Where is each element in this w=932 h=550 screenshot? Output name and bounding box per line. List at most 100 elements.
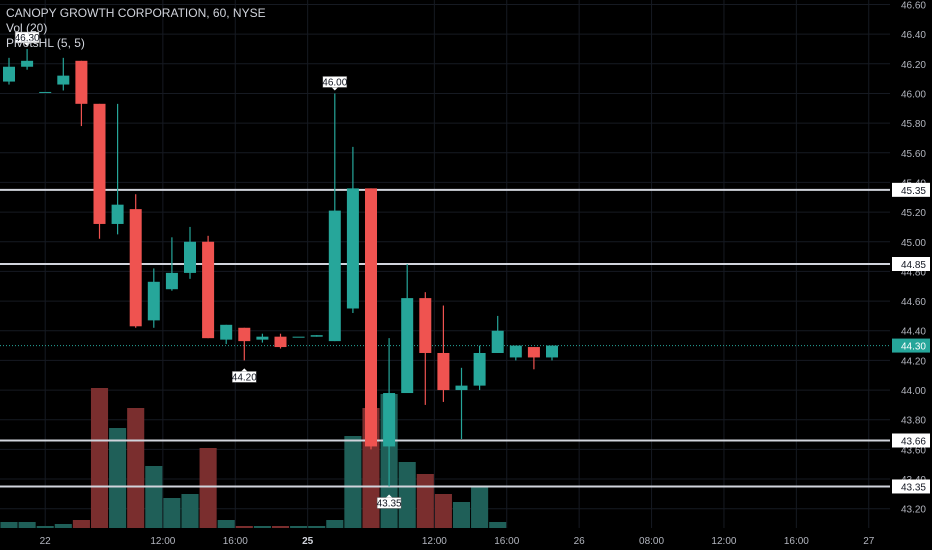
candle [346,146,359,313]
candle-body [527,347,540,358]
pivot-label-text: 46.30 [15,33,40,44]
pivots-indicator-label[interactable]: PivotsHL (5, 5) [6,36,85,50]
volume-bar [290,526,308,528]
volume-bar [72,520,90,528]
candle-body [455,385,468,391]
candle-body [202,241,215,339]
candle [202,235,215,339]
level-price-tag [892,479,930,494]
volume-bar [217,520,235,528]
pivot-label-text: 43.35 [377,498,402,509]
candle-body [292,336,305,338]
volume-bar [398,462,416,528]
candle-body [111,204,124,224]
volume-bar [344,436,362,528]
candle-body [21,60,34,67]
candle [365,188,377,450]
candle [401,264,414,394]
price-tick-label: 45.20 [901,208,926,219]
level-price-text: 44.85 [901,260,926,271]
volume-bar [199,448,217,528]
candle-body [346,188,359,309]
volume-bar [434,494,452,528]
candle [3,57,15,85]
volume-bars [0,388,507,528]
volume-bar [326,520,344,528]
candle [491,315,504,353]
candle-body [546,345,558,358]
price-axis[interactable]: 46.6046.4046.2046.0045.8045.6045.4045.20… [890,0,932,550]
time-tick-label: 16:00 [494,536,519,547]
candle [93,103,106,239]
time-tick-label: 16:00 [784,536,809,547]
pivot-label: 46.30 [15,31,40,46]
candle [165,237,178,291]
price-tick-label: 45.60 [901,149,926,160]
candle [328,93,341,342]
volume-bar [235,526,253,528]
time-tick-label: 12:00 [422,536,447,547]
pivot-label-text: 46.00 [322,77,347,88]
candle-body [419,298,432,353]
candle-body [238,327,251,342]
candle [437,305,450,402]
pivot-labels: 46.30 46.00 44.20 43.35 [15,31,402,509]
volume-indicator-label[interactable]: Vol (20) [6,21,48,35]
price-tick-label: 44.80 [901,267,926,278]
candle-body [274,336,287,348]
volume-bar [18,522,36,528]
candle [238,327,251,361]
horizontal-levels [0,188,890,488]
time-tick-label: 16:00 [223,536,248,547]
symbol-title[interactable]: CANOPY GROWTH CORPORATION, 60, NYSE [6,6,266,20]
pivot-label-pointer [331,87,338,91]
volume-bar [54,524,72,528]
price-tick-label: 44.00 [901,386,926,397]
volume-bar [253,526,271,528]
price-tick-label: 45.00 [901,238,926,249]
candle [509,345,522,361]
volume-bar [271,526,290,528]
candle-body [39,91,52,93]
candle [527,347,540,370]
candle [39,91,52,93]
candle [75,60,88,127]
level-price-tag [892,433,930,448]
price-tick-label: 44.40 [901,327,926,338]
candle [256,333,269,343]
price-tick-label: 43.20 [901,505,926,516]
last-price-text: 44.30 [901,342,926,353]
candle-body [3,66,15,82]
time-axis-bg [0,528,890,550]
candle-body [473,352,486,386]
candle [419,292,432,405]
time-axis[interactable]: 22 12:00 16:00 25 12:00 16:00 26 08:00 12:00 16:0… [0,528,890,550]
candle-body [165,272,178,290]
candle [57,57,70,91]
volume-bar [163,498,181,528]
candle-body [383,393,396,447]
candlestick-series [3,48,558,487]
candle-body [310,335,323,337]
price-axis-bg [890,0,932,550]
level-price-text: 43.35 [901,482,926,493]
pivot-label: 43.35 [377,494,402,509]
candle [292,336,305,338]
volume-bar [0,522,18,528]
candle-body [437,352,450,391]
candle-body [256,336,269,340]
pivot-label-pointer [241,368,248,372]
price-tick-label: 44.20 [901,356,926,367]
candle-body [147,281,160,321]
volume-bar [36,526,54,528]
pivot-label-pointer [24,42,31,46]
candle-body [75,60,88,104]
time-tick-label: 12:00 [150,536,175,547]
candle-body [401,298,414,394]
volume-bar [452,502,471,528]
pivot-label-pointer [386,494,393,498]
pivot-label: 44.20 [232,368,257,383]
candle-body [328,210,341,342]
candle [546,345,558,361]
